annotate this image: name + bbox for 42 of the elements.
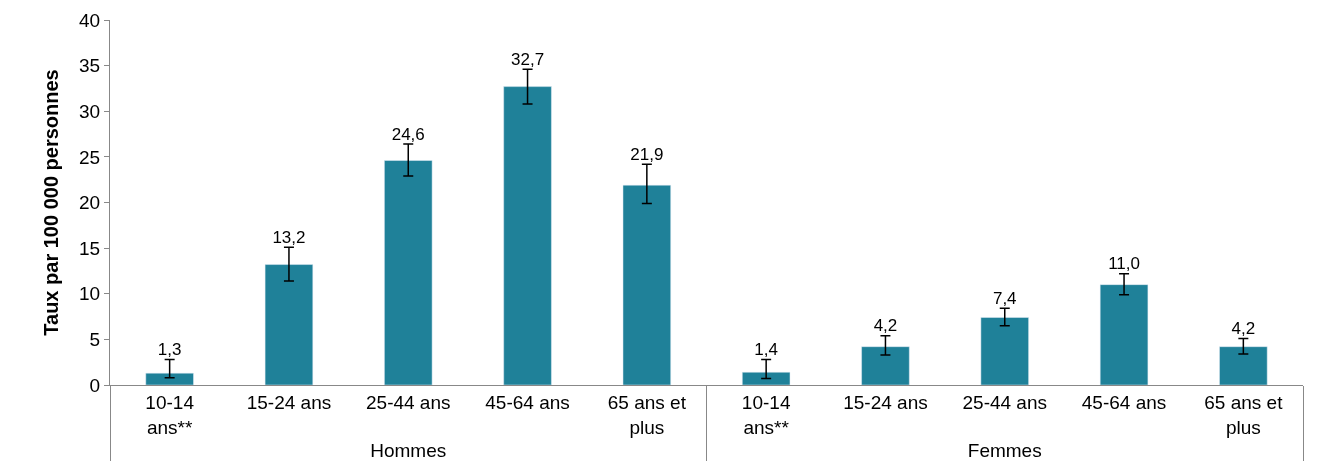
data-label: 21,9 xyxy=(630,144,664,164)
data-label: 11,0 xyxy=(1108,254,1140,274)
x-tick-label: 25-44 ans xyxy=(365,391,451,413)
x-tick-label: 45-64 ans xyxy=(1081,391,1167,413)
data-label: 32,7 xyxy=(511,50,545,70)
data-label: 13,2 xyxy=(272,227,306,247)
data-label: 1,3 xyxy=(157,340,182,360)
y-tick-label: 15 xyxy=(79,237,101,259)
bar xyxy=(742,371,791,385)
y-tick-label: 40 xyxy=(79,9,101,31)
bar xyxy=(980,317,1029,385)
bar xyxy=(503,86,552,385)
x-tick-label: 15-24 ans xyxy=(246,391,332,413)
y-tick-label: 30 xyxy=(79,100,101,122)
y-tick-label: 10 xyxy=(79,283,101,305)
y-tick-label: 35 xyxy=(79,55,101,77)
y-tick-label: 20 xyxy=(79,192,101,214)
text: Femmes xyxy=(967,439,1042,461)
bar xyxy=(145,372,194,385)
data-label: 4,2 xyxy=(873,316,898,336)
x-tick-label: 65 ans et plus xyxy=(607,391,687,438)
x-tick-label: 10-14 ans** xyxy=(145,391,195,438)
y-axis-title: Taux par 100 000 personnes xyxy=(39,69,62,336)
y-tick-label: 5 xyxy=(89,329,101,351)
text: Hommes xyxy=(370,439,447,461)
x-tick-label: 25-44 ans xyxy=(962,391,1048,413)
x-tick-label: 65 ans et plus xyxy=(1204,391,1284,438)
bar xyxy=(1219,346,1268,385)
bar xyxy=(1099,284,1149,385)
bar xyxy=(384,160,433,385)
y-tick-label: 0 xyxy=(89,374,101,396)
x-tick-label: 10-14 ans** xyxy=(741,391,791,438)
x-tick-label: 15-24 ans xyxy=(843,391,928,413)
data-label: 4,2 xyxy=(1231,319,1256,339)
data-label: 24,6 xyxy=(391,124,425,144)
data-label: 1,4 xyxy=(754,340,778,360)
y-tick-label: 25 xyxy=(79,146,101,168)
bar xyxy=(861,346,910,385)
bar xyxy=(622,184,671,385)
bar xyxy=(264,264,314,385)
x-tick-label: 45-64 ans xyxy=(485,391,570,413)
data-label: 7,4 xyxy=(992,289,1017,309)
